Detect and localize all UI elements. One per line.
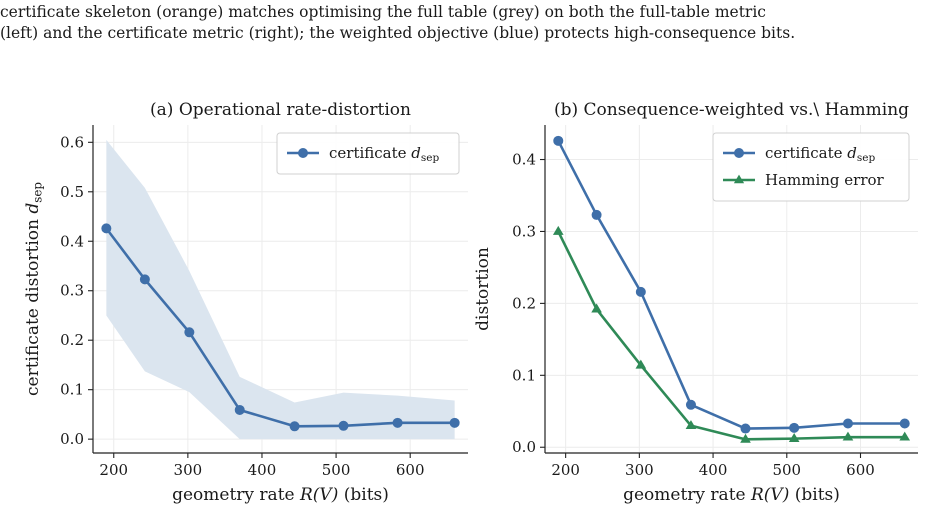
y-tick-label: 0.3 [512,222,536,240]
legend-label: certificate dsep [765,144,876,164]
series-line [557,230,905,441]
figure-caption: certificate skeleton (orange) matches op… [0,2,948,44]
data-point [788,433,800,442]
legend-box [276,132,460,175]
y-tick-label: 0.3 [60,282,84,300]
data-point [139,274,150,285]
data-point [740,423,751,434]
x-tick-label: 200 [99,461,128,479]
data-point [553,135,564,146]
panel-title: (b) Consequence-weighted vs.\ Hamming [554,100,909,120]
y-tick-label: 0.2 [512,294,536,312]
caption-line-2: (left) and the certificate metric (right… [0,24,796,42]
data-point [552,225,564,235]
y-axis-title: certificate distortion dsep [23,182,44,396]
data-point [635,359,647,369]
y-tick-label: 0.0 [512,438,536,456]
data-point [685,420,697,430]
legend-label: certificate dsep [329,144,440,164]
data-point [289,421,300,432]
x-axis-title: geometry rate R(V) (bits) [172,485,389,505]
panel-b: 200 300 400 500 600 0.0 0.1 0.2 0.3 0.4 geometry r… [473,100,918,505]
data-point [842,431,854,441]
x-tick-label: 300 [625,461,654,479]
legend-label: Hamming error [765,171,885,189]
x-axis-title: geometry rate R(V) (bits) [623,485,840,505]
y-tick-label: 0.2 [60,331,84,349]
data-point [184,327,195,338]
y-axis-title: distortion [473,247,493,331]
y-tick-label: 0.0 [60,430,84,448]
series-line [557,140,905,430]
x-tick-label: 300 [174,461,203,479]
caption-line-1: certificate skeleton (orange) matches op… [0,3,766,21]
y-tick-label: 0.4 [512,151,536,169]
panel-a: 200 300 400 500 600 0.0 0.1 0.2 0.3 0.4 0.5 0.6 geom… [23,100,468,505]
data-point [740,433,751,443]
y-tick-label: 0.1 [512,366,536,384]
x-tick-label: 500 [772,461,801,479]
x-tick-label: 600 [396,461,425,479]
data-point [789,422,800,433]
data-point [842,418,853,429]
x-tick-label: 500 [322,461,351,479]
data-point [591,303,602,313]
x-tick-label: 400 [248,461,277,479]
data-point [234,404,245,415]
data-point [899,431,911,441]
data-point [591,209,602,220]
y-tick-label: 0.4 [60,232,84,250]
y-tick-label: 0.6 [60,133,84,151]
x-tick-label: 600 [846,461,875,479]
x-tick-label: 400 [699,461,728,479]
data-point [101,223,112,234]
y-tick-label: 0.5 [60,183,84,201]
x-tick-label: 200 [551,461,580,479]
data-point [449,417,460,428]
y-tick-label: 0.1 [60,381,84,399]
data-point [392,417,403,428]
legend-marker [733,174,745,184]
data-point [635,286,646,297]
panel-title: (a) Operational rate-distortion [150,100,411,120]
data-point [685,399,696,410]
legend-marker [298,148,308,158]
legend-marker [734,148,744,158]
series-line [105,227,455,428]
data-point [899,418,910,429]
uncertainty-band [106,139,455,440]
data-point [338,420,349,431]
legend-box [712,132,910,202]
